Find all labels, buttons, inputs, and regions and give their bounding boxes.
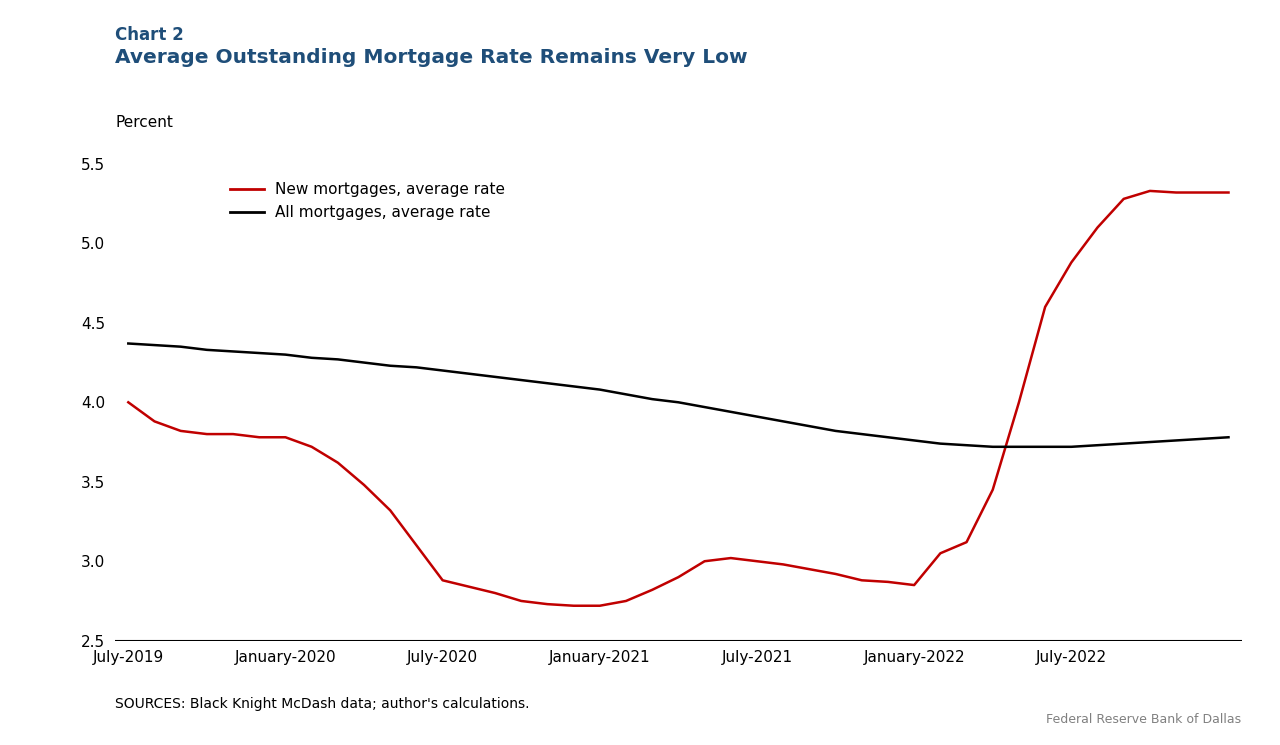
All mortgages, average rate — [356, 358, 371, 367]
All mortgages, average rate — [749, 412, 764, 421]
Text: Average Outstanding Mortgage Rate Remains Very Low: Average Outstanding Mortgage Rate Remain… — [115, 48, 748, 68]
All mortgages, average rate — [252, 349, 268, 358]
Text: SOURCES: Black Knight McDash data; author's calculations.: SOURCES: Black Knight McDash data; autho… — [115, 697, 530, 711]
New mortgages, average rate — [540, 600, 556, 609]
All mortgages, average rate — [200, 346, 215, 355]
Legend: New mortgages, average rate, All mortgages, average rate: New mortgages, average rate, All mortgag… — [224, 177, 511, 226]
New mortgages, average rate — [173, 426, 188, 435]
All mortgages, average rate — [801, 422, 817, 431]
New mortgages, average rate — [776, 560, 791, 569]
New mortgages, average rate — [1194, 188, 1210, 197]
All mortgages, average rate — [696, 402, 712, 411]
New mortgages, average rate — [749, 557, 764, 565]
Line: New mortgages, average rate: New mortgages, average rate — [128, 191, 1229, 606]
All mortgages, average rate — [1011, 443, 1027, 451]
All mortgages, average rate — [461, 370, 476, 378]
All mortgages, average rate — [540, 378, 556, 387]
New mortgages, average rate — [1116, 194, 1132, 203]
All mortgages, average rate — [1142, 437, 1157, 446]
New mortgages, average rate — [1011, 398, 1027, 407]
New mortgages, average rate — [200, 430, 215, 439]
New mortgages, average rate — [461, 582, 476, 591]
All mortgages, average rate — [1038, 443, 1053, 451]
New mortgages, average rate — [696, 557, 712, 565]
New mortgages, average rate — [120, 398, 136, 407]
New mortgages, average rate — [645, 586, 660, 595]
New mortgages, average rate — [1038, 302, 1053, 311]
New mortgages, average rate — [303, 443, 319, 451]
All mortgages, average rate — [933, 439, 948, 448]
New mortgages, average rate — [1169, 188, 1184, 197]
New mortgages, average rate — [933, 549, 948, 558]
All mortgages, average rate — [828, 426, 844, 435]
New mortgages, average rate — [986, 485, 1001, 494]
All mortgages, average rate — [1064, 443, 1079, 451]
New mortgages, average rate — [881, 577, 896, 586]
New mortgages, average rate — [252, 433, 268, 442]
All mortgages, average rate — [120, 339, 136, 348]
All mortgages, average rate — [618, 390, 634, 399]
All mortgages, average rate — [1089, 441, 1105, 450]
New mortgages, average rate — [593, 601, 608, 610]
New mortgages, average rate — [513, 597, 529, 606]
All mortgages, average rate — [1116, 439, 1132, 448]
All mortgages, average rate — [986, 443, 1001, 451]
All mortgages, average rate — [147, 340, 163, 349]
Text: Federal Reserve Bank of Dallas: Federal Reserve Bank of Dallas — [1047, 714, 1242, 726]
New mortgages, average rate — [383, 506, 398, 515]
New mortgages, average rate — [147, 417, 163, 426]
All mortgages, average rate — [330, 355, 346, 364]
New mortgages, average rate — [1064, 258, 1079, 267]
All mortgages, average rate — [1194, 434, 1210, 443]
New mortgages, average rate — [488, 589, 503, 597]
All mortgages, average rate — [881, 433, 896, 442]
New mortgages, average rate — [1221, 188, 1236, 197]
All mortgages, average rate — [906, 436, 922, 445]
All mortgages, average rate — [854, 430, 869, 439]
All mortgages, average rate — [303, 353, 319, 362]
All mortgages, average rate — [225, 347, 241, 356]
All mortgages, average rate — [278, 350, 293, 359]
New mortgages, average rate — [435, 576, 451, 585]
New mortgages, average rate — [828, 569, 844, 578]
New mortgages, average rate — [1089, 223, 1105, 232]
All mortgages, average rate — [435, 366, 451, 375]
All mortgages, average rate — [645, 395, 660, 404]
All mortgages, average rate — [566, 382, 581, 391]
New mortgages, average rate — [1142, 186, 1157, 195]
New mortgages, average rate — [959, 538, 974, 547]
New mortgages, average rate — [618, 597, 634, 606]
Text: Percent: Percent — [115, 115, 173, 130]
All mortgages, average rate — [671, 398, 686, 407]
All mortgages, average rate — [1221, 433, 1236, 442]
All mortgages, average rate — [408, 363, 424, 372]
New mortgages, average rate — [801, 565, 817, 574]
New mortgages, average rate — [906, 580, 922, 589]
New mortgages, average rate — [854, 576, 869, 585]
All mortgages, average rate — [383, 361, 398, 370]
New mortgages, average rate — [330, 458, 346, 467]
All mortgages, average rate — [959, 441, 974, 450]
All mortgages, average rate — [488, 372, 503, 381]
New mortgages, average rate — [356, 481, 371, 489]
New mortgages, average rate — [566, 601, 581, 610]
Text: Chart 2: Chart 2 — [115, 26, 184, 44]
Line: All mortgages, average rate: All mortgages, average rate — [128, 343, 1229, 447]
All mortgages, average rate — [776, 417, 791, 426]
All mortgages, average rate — [723, 408, 739, 416]
All mortgages, average rate — [593, 385, 608, 394]
All mortgages, average rate — [173, 342, 188, 351]
All mortgages, average rate — [513, 375, 529, 384]
New mortgages, average rate — [408, 541, 424, 550]
New mortgages, average rate — [278, 433, 293, 442]
New mortgages, average rate — [671, 573, 686, 582]
New mortgages, average rate — [723, 554, 739, 562]
New mortgages, average rate — [225, 430, 241, 439]
All mortgages, average rate — [1169, 436, 1184, 445]
